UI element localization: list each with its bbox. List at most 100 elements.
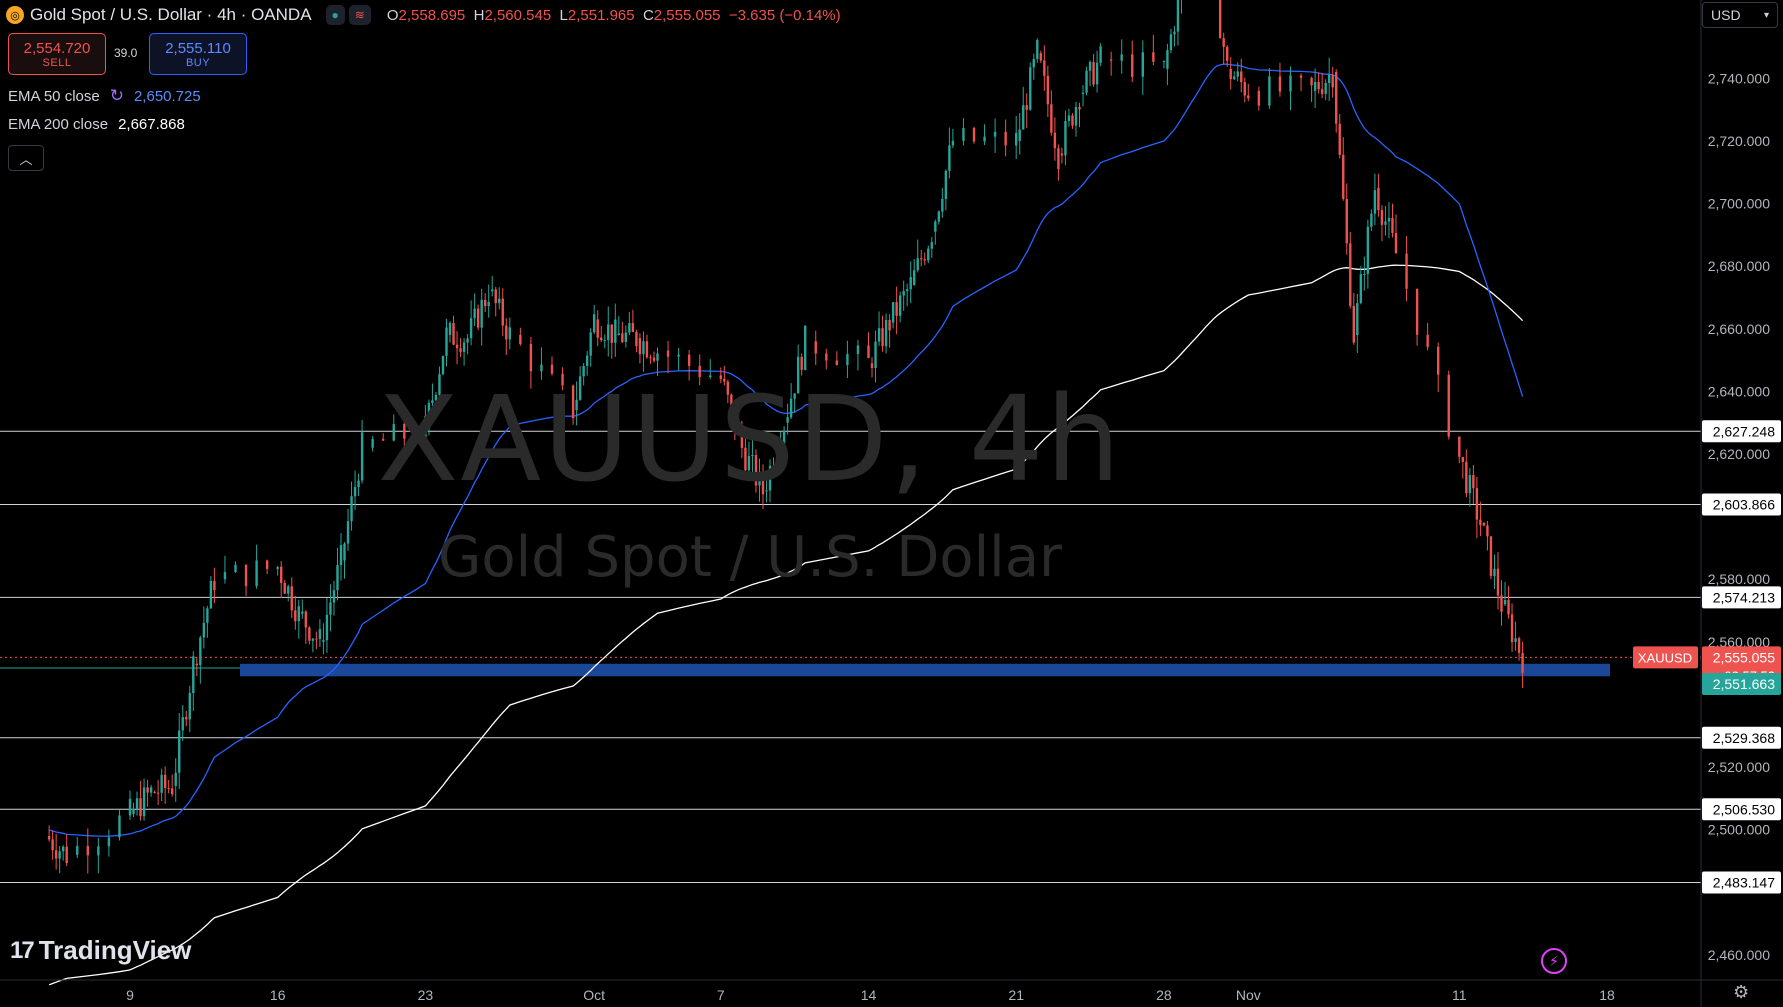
candle-body[interactable] [1176,0,1180,32]
ema50-legend[interactable]: EMA 50 close ↻ 2,650.725 [8,86,201,106]
candle-body[interactable] [1472,475,1475,489]
candle-body[interactable] [666,350,670,357]
candle-body[interactable] [280,566,283,583]
candle-body[interactable] [1359,274,1363,304]
candle-body[interactable] [171,788,174,795]
candle-body[interactable] [1053,132,1057,149]
candle-body[interactable] [329,602,332,615]
candle-body[interactable] [730,394,733,406]
candle-body[interactable] [796,356,800,394]
candle-body[interactable] [754,455,758,486]
candle-body[interactable] [621,333,624,343]
candle-body[interactable] [1169,34,1173,51]
candle-body[interactable] [905,289,909,292]
candle-body[interactable] [434,394,438,401]
candle-body[interactable] [1257,90,1261,106]
candle-body[interactable] [199,637,202,666]
candle-body[interactable] [1173,31,1176,35]
candle-body[interactable] [698,365,701,378]
candle-body[interactable] [687,354,691,366]
ema200-legend[interactable]: EMA 200 close 2,667.868 [8,116,185,133]
candle-body[interactable] [761,471,765,495]
candle-body[interactable] [1032,58,1035,68]
candle-body[interactable] [1218,0,1222,39]
candle-body[interactable] [719,375,722,379]
candle-body[interactable] [1092,61,1095,85]
candle-body[interactable] [983,136,986,142]
candle-body[interactable] [916,258,919,271]
candle-body[interactable] [1489,536,1493,576]
candle-body[interactable] [593,314,596,333]
candle-body[interactable] [723,378,726,382]
candle-body[interactable] [1025,105,1028,110]
candle-body[interactable] [283,582,286,594]
candle-body[interactable] [1289,75,1292,92]
candle-body[interactable] [744,447,747,471]
candle-body[interactable] [656,353,659,361]
candle-body[interactable] [948,145,951,171]
candle-body[interactable] [941,198,944,212]
candle-body[interactable] [1299,75,1303,78]
candle-body[interactable] [448,323,452,336]
candle-body[interactable] [927,248,930,261]
candle-body[interactable] [459,348,462,352]
candle-body[interactable] [188,693,191,720]
candle-body[interactable] [758,471,761,486]
candle-body[interactable] [638,338,642,355]
candle-body[interactable] [888,319,891,331]
candle-body[interactable] [1131,54,1134,77]
support-zone[interactable] [240,663,1610,677]
tradingview-logo[interactable]: 17 TradingView [10,935,191,966]
candle-body[interactable] [1514,638,1517,642]
candle-body[interactable] [529,344,533,372]
candle-body[interactable] [550,364,554,374]
candle-body[interactable] [779,449,782,459]
candle-body[interactable] [561,373,564,386]
candle-body[interactable] [1015,133,1018,146]
lightning-icon[interactable]: ⚡ [1541,948,1567,974]
candle-body[interactable] [47,835,51,840]
candle-body[interactable] [775,458,779,470]
candle-body[interactable] [519,335,522,345]
candle-body[interactable] [445,327,448,356]
candle-body[interactable] [1120,54,1123,61]
candle-body[interactable] [139,798,142,817]
candle-body[interactable] [1236,71,1239,77]
candle-body[interactable] [202,622,206,638]
candle-body[interactable] [255,560,258,587]
candle-body[interactable] [1081,92,1085,94]
candle-body[interactable] [768,465,772,491]
candle-body[interactable] [1327,74,1331,83]
currency-selector[interactable]: USD ▾ [1702,2,1778,28]
candle-body[interactable] [635,331,638,347]
candle-body[interactable] [1152,52,1155,62]
candle-body[interactable] [737,429,740,432]
candle-body[interactable] [1380,210,1384,225]
candle-body[interactable] [132,808,135,815]
candle-body[interactable] [1496,568,1500,596]
candle-body[interactable] [1352,305,1355,343]
candle-body[interactable] [265,560,269,569]
candle-body[interactable] [1222,38,1225,47]
candle-body[interactable] [642,341,645,355]
candle-body[interactable] [624,332,628,343]
candle-body[interactable] [1493,568,1496,576]
candle-body[interactable] [1088,61,1092,71]
candle-body[interactable] [357,480,360,488]
candle-body[interactable] [160,774,163,793]
candle-body[interactable] [325,614,329,641]
candle-body[interactable] [76,846,79,855]
candle-body[interactable] [652,357,656,361]
candle-body[interactable] [1465,461,1468,494]
candle-body[interactable] [923,259,926,261]
candle-body[interactable] [993,131,997,137]
candle-body[interactable] [167,788,170,790]
candle-body[interactable] [1363,273,1366,275]
candle-body[interactable] [1268,76,1271,106]
candle-body[interactable] [645,341,649,358]
candle-body[interactable] [589,332,592,356]
candle-body[interactable] [480,299,483,328]
candle-body[interactable] [1426,334,1429,347]
candle-body[interactable] [97,846,100,856]
candle-body[interactable] [1029,67,1032,110]
